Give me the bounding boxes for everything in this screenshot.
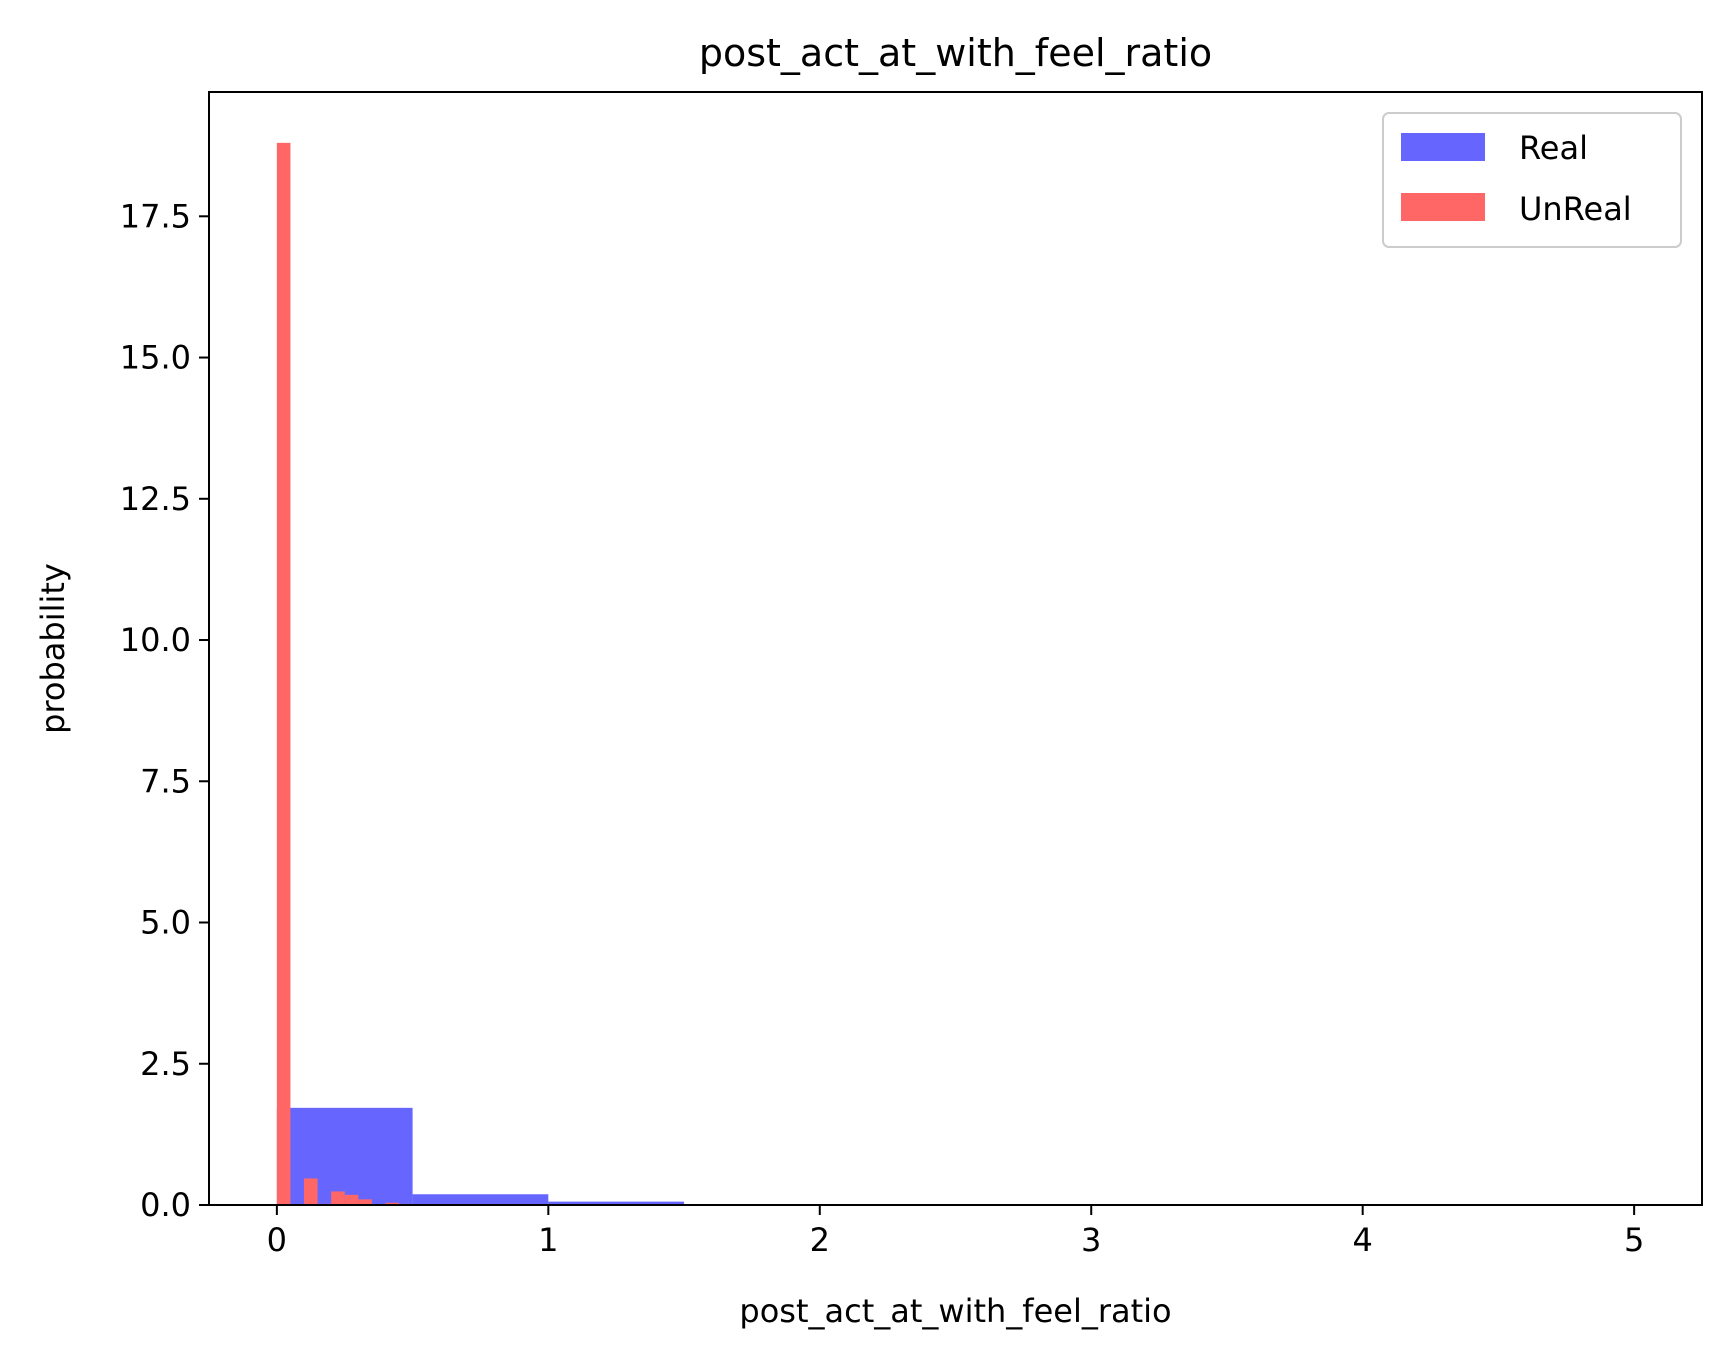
x-axis-label: post_act_at_with_feel_ratio [739,1292,1171,1330]
legend-swatch-real [1401,133,1485,161]
x-tick-label: 3 [1081,1221,1101,1259]
legend: Real UnReal [1383,113,1681,247]
x-tick-label: 2 [810,1221,830,1259]
x-tick-label: 5 [1624,1221,1644,1259]
y-tick-label: 7.5 [140,762,191,800]
x-tick-label: 1 [538,1221,558,1259]
x-tick-label: 0 [267,1221,287,1259]
legend-label-unreal: UnReal [1519,190,1632,228]
bar-unreal-5 [345,1195,359,1205]
y-tick-label: 17.5 [120,197,191,235]
bar-unreal-4 [331,1191,345,1205]
bar-unreal-0 [277,143,291,1205]
chart-title: post_act_at_with_feel_ratio [699,31,1212,75]
y-tick-label: 2.5 [140,1045,191,1083]
y-tick-label: 12.5 [120,480,191,518]
bar-unreal-2 [304,1178,318,1205]
legend-swatch-unreal [1401,193,1485,221]
bar-real-1 [413,1194,549,1205]
y-tick-label: 5.0 [140,904,191,942]
y-tick-label: 0.0 [140,1186,191,1224]
legend-label-real: Real [1519,129,1588,167]
y-axis-label: probability [34,563,72,734]
bar-real-0 [277,1108,413,1205]
y-tick-label: 15.0 [120,339,191,377]
x-tick-label: 4 [1353,1221,1373,1259]
y-tick-label: 10.0 [120,621,191,659]
